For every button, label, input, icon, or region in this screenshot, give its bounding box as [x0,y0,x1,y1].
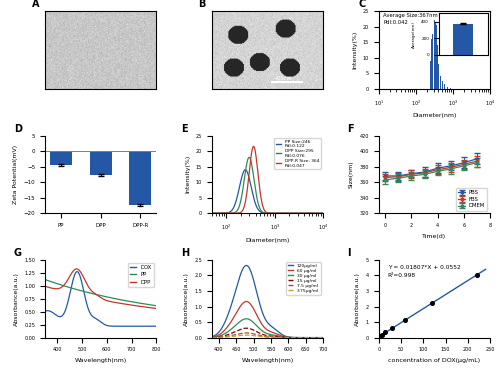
Y-axis label: Absorbance(a.u.): Absorbance(a.u.) [356,272,360,326]
Bar [432,35,434,89]
Bar [436,33,438,89]
Bar [442,81,443,89]
Bar [438,64,440,89]
Bar [50,151,72,165]
Legend: 120μg/ml, 60 μg/ml, 30 μg/ml, 15 μg/ml, 7.5 μg/ml, 3.75μg/ml: 120μg/ml, 60 μg/ml, 30 μg/ml, 15 μg/ml, … [286,262,321,295]
Point [378,332,386,338]
Legend: DOX, PP, DPP: DOX, PP, DPP [128,263,154,287]
Point [402,317,409,323]
Bar [446,87,448,89]
Bar [440,76,441,89]
Y-axis label: Intensity(%): Intensity(%) [186,155,190,194]
Y-axis label: Absorbance(a.u.): Absorbance(a.u.) [184,272,189,326]
Text: PdI:0.042: PdI:0.042 [383,20,408,25]
Point [375,334,383,340]
Text: G: G [14,248,22,258]
Bar [430,61,431,89]
Y-axis label: Zeta Potential(mV): Zeta Potential(mV) [13,145,18,204]
Text: Y = 0.01807*X + 0.0552: Y = 0.01807*X + 0.0552 [388,265,460,270]
Text: Average Size:367nm: Average Size:367nm [383,13,438,17]
Text: I: I [348,248,351,258]
Y-axis label: Size(nm): Size(nm) [349,161,354,188]
Point [472,272,480,278]
Bar [444,84,445,89]
X-axis label: Time(d): Time(d) [422,233,446,239]
Legend: PP Size:246
PdI:0.122, DPP Size:295
PdI:0.076, DPP-R Size: 364
PdI:0.047: PP Size:246 PdI:0.122, DPP Size:295 PdI:… [274,138,321,169]
Point [382,329,390,335]
Point [388,325,396,331]
X-axis label: concentration of DOX(μg/mL): concentration of DOX(μg/mL) [388,358,480,363]
Point [376,333,384,339]
X-axis label: Wavelength(nm): Wavelength(nm) [242,358,294,363]
Text: A: A [32,0,39,9]
Point [428,300,436,306]
Bar [437,45,438,89]
Text: D: D [14,124,22,134]
Text: B: B [198,0,206,9]
Bar [434,22,436,89]
Bar [130,151,151,205]
Bar [450,88,451,89]
X-axis label: Diameter(nm): Diameter(nm) [412,114,457,118]
Text: F: F [348,124,354,134]
X-axis label: Diameter(nm): Diameter(nm) [246,238,290,243]
Text: -17.27: -17.27 [132,207,149,212]
Bar [90,151,112,175]
Legend: PBS, FBS, DMEM: PBS, FBS, DMEM [456,188,488,211]
Text: C: C [358,0,366,9]
Y-axis label: Absorbance(a.u.): Absorbance(a.u.) [14,272,19,326]
Y-axis label: Intensity(%): Intensity(%) [352,31,357,69]
Text: E: E [180,124,188,134]
Text: 400nm: 400nm [275,76,292,81]
X-axis label: Wavelength(nm): Wavelength(nm) [74,358,127,363]
Text: -7.76: -7.76 [94,178,108,183]
Text: -4.43: -4.43 [54,167,68,172]
Text: H: H [180,248,189,258]
Text: R²=0.998: R²=0.998 [388,273,416,278]
